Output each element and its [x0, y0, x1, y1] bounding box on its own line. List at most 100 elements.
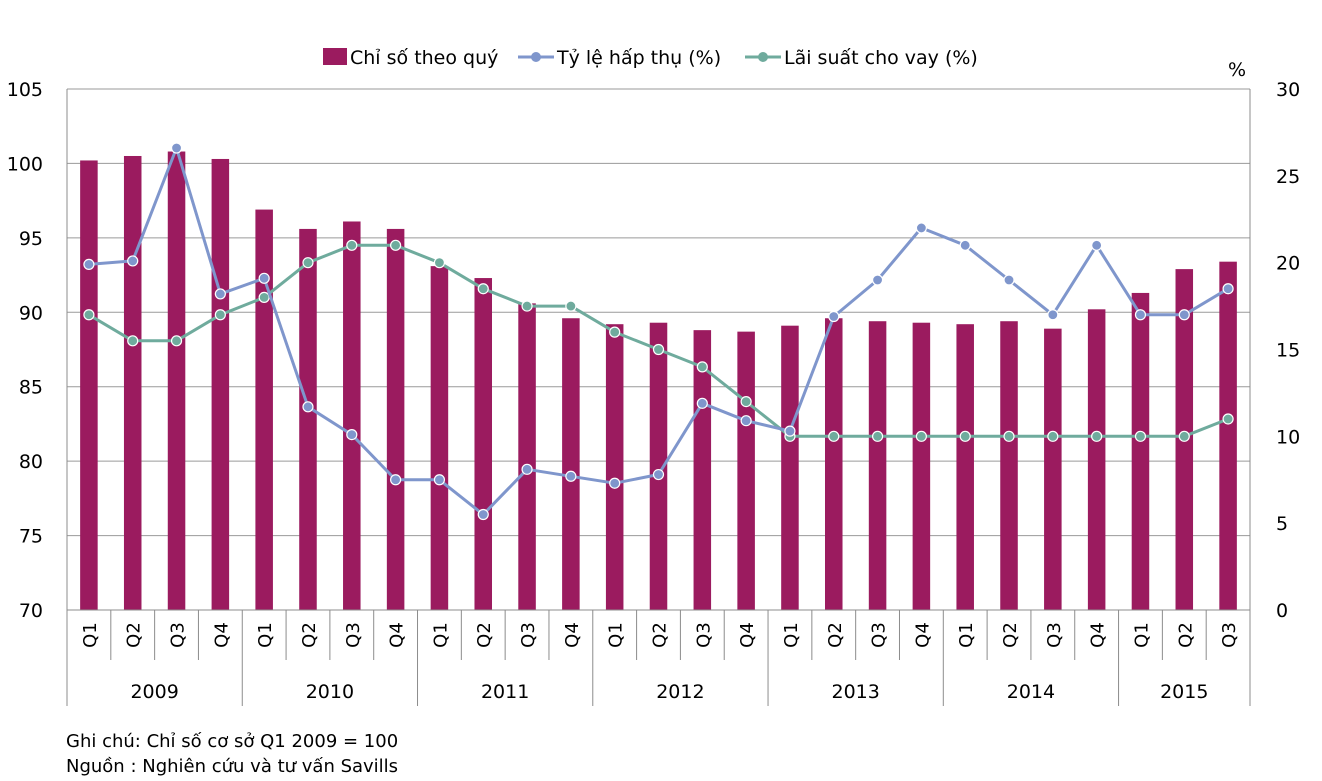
bar	[1219, 261, 1237, 610]
point-absorption	[828, 310, 840, 323]
point-absorption	[1047, 309, 1059, 321]
quarter-label: Q4	[1088, 622, 1109, 648]
bar	[211, 158, 230, 610]
point-absorption	[170, 142, 183, 154]
year-label: 2014	[1007, 681, 1055, 703]
point-lending	[258, 291, 270, 303]
y-left-tick-label: 100	[7, 153, 43, 175]
point-absorption	[214, 288, 226, 300]
legend-label-absorption: Tỷ lệ hấp thụ (%)	[556, 47, 721, 69]
point-absorption	[1003, 274, 1015, 286]
chart-note: Ghi chú: Chỉ số cơ sở Q1 2009 = 100	[66, 731, 399, 752]
y-right-tick-label: 0	[1276, 600, 1288, 622]
point-absorption	[390, 474, 402, 486]
bar	[1044, 328, 1062, 610]
point-lending	[477, 283, 489, 295]
point-absorption	[696, 397, 708, 409]
point-absorption	[915, 222, 927, 234]
point-lending	[346, 239, 358, 251]
year-label: 2012	[656, 681, 704, 703]
point-absorption	[1134, 309, 1147, 321]
bar-series-index	[80, 151, 1237, 611]
bar	[123, 155, 142, 610]
bar	[737, 331, 755, 610]
line-series	[83, 142, 1234, 521]
legend-swatch-index	[323, 48, 347, 65]
quarter-label: Q4	[562, 622, 583, 648]
year-label: 2009	[130, 681, 178, 703]
bar	[518, 303, 536, 610]
quarter-label: Q3	[343, 622, 364, 648]
quarter-label: Q2	[1175, 622, 1196, 648]
y-right-tick-label: 5	[1276, 513, 1288, 535]
point-lending	[609, 326, 621, 338]
bar	[80, 160, 98, 611]
quarter-label: Q1	[255, 622, 276, 648]
point-absorption	[652, 468, 665, 481]
quarter-label: Q2	[124, 622, 145, 648]
quarter-label: Q3	[869, 622, 890, 648]
point-lending	[83, 309, 95, 321]
y-right-tick-label: 10	[1276, 426, 1300, 448]
quarter-label: Q3	[518, 622, 539, 648]
point-lending	[959, 430, 971, 442]
bar	[430, 266, 449, 610]
point-absorption	[959, 239, 971, 251]
bar	[1000, 321, 1018, 610]
point-lending	[390, 239, 402, 251]
point-absorption	[740, 415, 752, 427]
bar	[562, 318, 580, 610]
point-lending	[1091, 430, 1103, 442]
bar	[781, 325, 799, 610]
year-label: 2011	[481, 681, 529, 703]
year-label: 2015	[1160, 681, 1208, 703]
point-lending	[302, 257, 314, 269]
quarter-label: Q2	[825, 622, 846, 648]
bar	[605, 324, 624, 610]
y-left-tick-label: 80	[19, 451, 43, 473]
point-lending	[1222, 413, 1234, 425]
point-absorption	[433, 474, 446, 486]
point-absorption	[302, 401, 314, 413]
point-absorption	[609, 477, 621, 489]
y-right-tick-label: 15	[1276, 340, 1300, 362]
quarter-label: Q3	[1044, 622, 1065, 648]
y-left-tick-label: 85	[19, 377, 43, 399]
bar	[912, 322, 931, 610]
y-left-tick-label: 105	[7, 79, 43, 101]
point-absorption	[1091, 239, 1103, 251]
bar	[299, 228, 317, 610]
chart-source: Nguồn : Nghiên cứu và tư vấn Savills	[66, 756, 399, 777]
quarter-label: Q1	[781, 622, 802, 648]
bar	[649, 322, 668, 610]
y-right-tick-label: 30	[1276, 79, 1300, 101]
point-lending	[170, 335, 183, 347]
y-right-tick-label: 25	[1276, 166, 1300, 188]
legend-marker-absorption	[531, 52, 541, 62]
x-axis-categories: Q1 Q2 Q3 Q4 Q1 Q2 Q3 Q4 Q1 Q2 Q3 Q4 Q1 Q2 Q3 Q4 Q1 Q2 Q3 Q4…	[66, 609, 1251, 706]
quarter-label: Q2	[474, 622, 495, 648]
y-left-tick-label: 75	[19, 526, 43, 548]
legend-label-lending: Lãi suất cho vay (%)	[784, 47, 978, 69]
y-right-tick-label: 20	[1276, 253, 1300, 275]
bar	[824, 318, 843, 610]
point-absorption	[784, 425, 796, 437]
point-absorption	[477, 508, 489, 521]
point-absorption	[258, 272, 270, 284]
point-lending	[1178, 430, 1190, 442]
quarter-label: Q4	[912, 622, 933, 648]
bar	[868, 321, 887, 610]
axes: 70 75 80 85 90 95 100 105 0 5 10 15 20 25 30%	[7, 59, 1300, 622]
point-lending	[1003, 430, 1015, 442]
quarter-label: Q1	[80, 622, 101, 648]
point-lending	[828, 430, 840, 442]
point-lending	[871, 430, 884, 442]
point-absorption	[83, 258, 95, 271]
point-absorption	[1222, 283, 1234, 295]
y-left-tick-label: 70	[19, 600, 43, 622]
point-lending	[740, 396, 752, 408]
point-absorption	[127, 255, 139, 267]
bar	[343, 221, 361, 611]
point-lending	[1134, 430, 1147, 442]
